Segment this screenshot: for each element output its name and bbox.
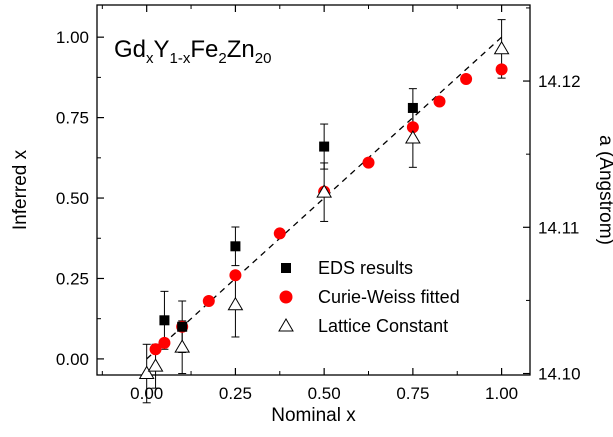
y2-tick-label: 14.10 bbox=[538, 365, 581, 384]
legend-curie-weiss-label: Curie-Weiss fitted bbox=[318, 287, 460, 307]
legend-eds-marker bbox=[281, 263, 291, 273]
curie-weiss-point bbox=[433, 95, 446, 108]
x-tick-label: 0.75 bbox=[396, 384, 429, 403]
lattice-point bbox=[174, 339, 191, 353]
y2-tick-label: 14.11 bbox=[538, 218, 579, 237]
title-text: Y bbox=[154, 36, 170, 63]
y-tick-label: 0.00 bbox=[56, 350, 89, 369]
title-subscript: x bbox=[146, 50, 154, 67]
y-tick-label: 1.00 bbox=[56, 28, 89, 47]
lattice-point bbox=[147, 358, 164, 372]
x-tick-label: 0.50 bbox=[308, 384, 341, 403]
axes-layer bbox=[96, 4, 531, 376]
title-text: Fe bbox=[190, 36, 218, 63]
chart-title: GdxY1-xFe2Zn20 bbox=[114, 36, 271, 67]
legend-eds-label: EDS results bbox=[318, 258, 413, 278]
eds-point bbox=[407, 102, 418, 113]
x-axis-title: Nominal x bbox=[271, 405, 356, 426]
lattice-point bbox=[316, 184, 333, 198]
x-tick-label: 1.00 bbox=[485, 384, 518, 403]
y-axis-title: Inferred x bbox=[10, 149, 31, 230]
curie-weiss-point bbox=[495, 63, 508, 76]
title-text: Gd bbox=[114, 36, 146, 63]
eds-point bbox=[319, 141, 330, 152]
title-subscript: 20 bbox=[255, 50, 272, 67]
y2-tick-label: 14.12 bbox=[538, 72, 581, 91]
eds-point bbox=[177, 321, 188, 332]
title-subscript: 1-x bbox=[170, 50, 191, 67]
y-tick-label: 0.75 bbox=[56, 109, 89, 128]
curie-weiss-point bbox=[362, 156, 375, 169]
plot-frame bbox=[96, 4, 531, 376]
curie-weiss-point bbox=[273, 227, 286, 240]
curie-weiss-point bbox=[406, 121, 419, 134]
curie-weiss-point bbox=[158, 336, 171, 349]
lattice-point bbox=[493, 40, 510, 55]
lattice-point bbox=[227, 296, 244, 311]
lattice-point bbox=[138, 365, 155, 379]
legend-curie-weiss-marker bbox=[279, 290, 293, 304]
eds-point bbox=[230, 241, 241, 252]
legend-lattice-label: Lattice Constant bbox=[318, 316, 448, 336]
x-tick-label: 0.00 bbox=[130, 384, 163, 403]
data-layer bbox=[138, 19, 510, 404]
eds-point bbox=[159, 315, 170, 326]
x-tick-label: 0.25 bbox=[219, 384, 252, 403]
curie-weiss-point bbox=[202, 295, 215, 307]
curie-weiss-point bbox=[149, 343, 162, 356]
curie-weiss-point bbox=[460, 73, 473, 85]
y2-axis-title: a (Angstrom) bbox=[595, 135, 613, 245]
title-subscript: 2 bbox=[218, 50, 226, 67]
y-tick-label: 0.25 bbox=[56, 269, 89, 288]
curie-weiss-point bbox=[229, 269, 242, 282]
y-tick-label: 0.50 bbox=[56, 189, 89, 208]
text-layer: 0.00 0.25 0.50 0.75 1.00 0.00 0.25 0.50 0.75 1.00… bbox=[10, 28, 613, 426]
lattice-point bbox=[405, 130, 421, 144]
legend-lattice-marker bbox=[278, 318, 294, 332]
title-text: Zn bbox=[227, 36, 255, 63]
